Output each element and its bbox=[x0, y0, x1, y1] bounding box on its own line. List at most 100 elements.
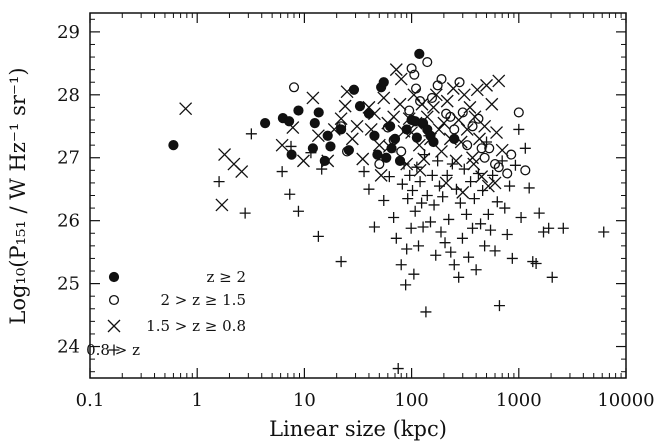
data-point-plus bbox=[414, 176, 426, 188]
data-point-plus bbox=[416, 197, 428, 209]
data-point-open-circle bbox=[493, 162, 504, 173]
data-point-plus bbox=[546, 271, 558, 283]
y-tick-label: 29 bbox=[57, 22, 80, 43]
data-point-cross bbox=[470, 83, 484, 97]
data-point-filled-circle bbox=[369, 130, 380, 141]
data-point-filled-circle bbox=[384, 121, 396, 132]
data-point-plus bbox=[432, 155, 444, 167]
x-axis-label: Linear size (kpc) bbox=[269, 417, 447, 441]
data-point-plus bbox=[543, 222, 555, 234]
data-point-open-circle bbox=[396, 146, 407, 157]
data-point-plus bbox=[506, 252, 518, 264]
data-point-cross bbox=[394, 72, 408, 86]
data-point-open-circle bbox=[473, 113, 484, 124]
legend: z ≥ 2 2 > z ≥ 1.5 1.5 > z ≥ 0.8 0.8 > z bbox=[86, 268, 246, 359]
data-point-filled-circle bbox=[378, 77, 389, 88]
data-point-plus bbox=[245, 128, 257, 140]
data-point-plus bbox=[475, 218, 487, 230]
data-point-plus bbox=[467, 222, 479, 234]
legend-label: 0.8 > z bbox=[86, 341, 140, 359]
data-point-open-circle bbox=[476, 143, 487, 154]
data-point-filled-circle bbox=[414, 48, 425, 60]
data-point-filled-circle bbox=[309, 118, 320, 129]
data-point-plus bbox=[276, 166, 288, 178]
data-point-plus bbox=[523, 182, 535, 194]
legend-label: z ≥ 2 bbox=[206, 268, 246, 286]
data-point-filled-circle bbox=[381, 152, 392, 163]
data-point-cross bbox=[179, 102, 193, 116]
data-point-open-circle bbox=[449, 124, 460, 135]
data-point-plus bbox=[441, 169, 453, 181]
data-point-open-circle bbox=[409, 69, 420, 80]
data-point-filled-circle bbox=[322, 130, 333, 141]
data-point-cross bbox=[490, 126, 504, 140]
data-point-filled-circle bbox=[307, 143, 318, 154]
data-point-cross bbox=[485, 97, 499, 111]
data-point-plus bbox=[428, 199, 440, 211]
data-point-open-circle bbox=[484, 143, 495, 154]
data-point-plus bbox=[396, 178, 408, 190]
y-axis-label: Log₁₀(P₁₅₁ / W Hz⁻¹ sr⁻¹) bbox=[6, 67, 30, 324]
data-point-plus bbox=[493, 300, 505, 312]
data-point-plus bbox=[401, 243, 413, 255]
data-point-plus bbox=[435, 226, 447, 238]
data-point-plus bbox=[460, 208, 472, 220]
data-point-open-circle bbox=[479, 152, 490, 163]
data-point-plus bbox=[420, 306, 432, 318]
data-point-filled-circle bbox=[386, 143, 397, 154]
data-point-cross bbox=[449, 154, 463, 168]
data-point-plus bbox=[437, 191, 449, 203]
y-tick-label: 27 bbox=[57, 148, 80, 169]
data-point-plus bbox=[453, 271, 465, 283]
data-point-cross bbox=[435, 144, 448, 158]
y-tick-label: 26 bbox=[57, 211, 80, 232]
legend-label: 1.5 > z ≥ 0.8 bbox=[146, 317, 246, 335]
data-point-plus bbox=[388, 212, 400, 224]
data-point-plus bbox=[470, 264, 482, 276]
data-point-cross bbox=[463, 100, 477, 114]
data-point-plus bbox=[454, 197, 466, 209]
data-point-open-circle bbox=[462, 140, 473, 151]
legend-marker-filled-circle bbox=[108, 271, 120, 283]
data-point-plus bbox=[443, 213, 455, 225]
x-tick-label: 10 bbox=[293, 390, 316, 411]
data-point-cross bbox=[492, 74, 506, 88]
data-point-cross bbox=[480, 78, 493, 92]
data-point-open-circle bbox=[436, 74, 447, 85]
data-point-plus bbox=[448, 259, 460, 271]
x-tick-label: 1000 bbox=[496, 390, 542, 411]
data-point-cross bbox=[407, 88, 421, 102]
data-point-open-circle bbox=[415, 96, 426, 107]
data-point-filled-circle bbox=[354, 101, 366, 112]
data-point-plus bbox=[485, 224, 497, 236]
data-point-plus bbox=[312, 230, 324, 242]
data-point-plus bbox=[335, 256, 347, 268]
data-point-cross bbox=[275, 138, 289, 152]
data-point-cross bbox=[440, 94, 454, 108]
data-point-plus bbox=[213, 176, 225, 188]
data-point-plus bbox=[468, 193, 480, 205]
data-point-plus bbox=[239, 207, 251, 219]
data-point-plus bbox=[421, 190, 433, 201]
data-point-filled-circle bbox=[336, 124, 347, 135]
data-point-filled-circle bbox=[389, 133, 401, 144]
data-point-filled-circle bbox=[319, 155, 330, 166]
data-point-plus bbox=[413, 240, 425, 252]
data-point-plus bbox=[407, 184, 419, 196]
data-point-cross bbox=[338, 99, 352, 113]
axis-ticks: 0.1 1 10 100 1000 10000 24 25 26 27 28 29 bbox=[57, 13, 655, 411]
data-point-cross bbox=[427, 100, 440, 114]
data-point-filled-circle bbox=[411, 132, 422, 143]
data-point-cross bbox=[350, 119, 364, 133]
data-point-cross bbox=[215, 198, 229, 212]
data-point-cross bbox=[417, 152, 431, 166]
data-point-open-circle bbox=[422, 57, 433, 68]
data-point-plus bbox=[456, 232, 468, 244]
data-point-plus bbox=[409, 205, 421, 217]
data-point-open-circle bbox=[374, 158, 385, 170]
data-point-cross bbox=[439, 176, 453, 190]
data-point-plus bbox=[417, 221, 429, 233]
data-point-open-circle bbox=[506, 149, 517, 160]
data-point-filled-circle bbox=[313, 107, 324, 118]
data-point-open-circle bbox=[445, 111, 456, 122]
